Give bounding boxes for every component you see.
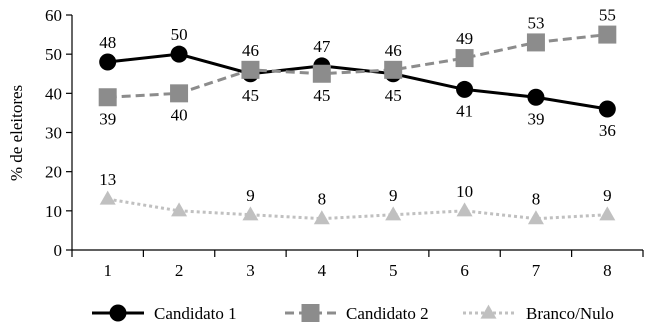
legend-item: Candidato 2 [285, 304, 429, 323]
x-tick-label: 8 [603, 261, 612, 280]
data-point [99, 190, 116, 205]
x-tick-label: 3 [246, 261, 255, 280]
data-point [385, 206, 402, 221]
data-label: 13 [99, 170, 116, 189]
data-point [598, 100, 616, 118]
data-label: 10 [456, 182, 473, 201]
data-label: 45 [242, 86, 259, 105]
y-tick-label: 0 [54, 241, 63, 260]
data-point [526, 33, 545, 52]
legend-label: Branco/Nulo [526, 304, 614, 323]
data-point [599, 206, 616, 221]
data-point [99, 53, 117, 71]
y-tick-label: 50 [45, 45, 62, 64]
data-label: 41 [456, 101, 473, 120]
data-label: 45 [385, 86, 402, 105]
data-label: 50 [171, 25, 188, 44]
y-tick-label: 60 [45, 6, 62, 25]
x-tick-label: 7 [532, 261, 541, 280]
series-line [107, 52, 608, 111]
data-label: 39 [99, 109, 116, 128]
legend-label: Candidato 2 [346, 304, 429, 323]
data-point [527, 210, 544, 225]
legend-marker [109, 304, 127, 322]
data-point [456, 202, 473, 217]
data-label: 9 [389, 186, 398, 205]
x-tick-label: 5 [389, 261, 398, 280]
series-line [107, 197, 608, 221]
data-label: 46 [385, 41, 402, 60]
data-label: 46 [242, 41, 259, 60]
x-tick-label: 2 [175, 261, 184, 280]
data-point [598, 25, 617, 44]
data-point [313, 210, 330, 225]
data-label: 55 [599, 6, 616, 25]
x-tick-label: 6 [460, 261, 469, 280]
data-label: 53 [527, 13, 544, 32]
data-point [170, 84, 189, 103]
data-label: 40 [171, 105, 188, 124]
legend-item: Candidato 1 [92, 304, 237, 323]
legend-item: Branco/Nulo [463, 304, 614, 323]
legend-label: Candidato 1 [154, 304, 237, 323]
data-point [242, 206, 259, 221]
data-point [98, 88, 117, 107]
data-point [170, 45, 188, 63]
data-label: 9 [246, 186, 255, 205]
series-line [107, 33, 608, 99]
legend: Candidato 1 Candidato 2 Branco/Nulo [92, 304, 614, 323]
data-point [456, 80, 474, 98]
data-point [384, 60, 403, 79]
y-tick-label: 30 [45, 124, 62, 143]
x-tick-label: 4 [318, 261, 327, 280]
data-point [312, 64, 331, 83]
data-point [527, 88, 545, 106]
data-point [241, 60, 260, 79]
data-label: 9 [603, 186, 612, 205]
y-tick-label: 20 [45, 163, 62, 182]
series-branco-nulo: 13 9 8 9 10 8 9 [99, 170, 616, 225]
data-label: 45 [313, 86, 330, 105]
data-point [455, 49, 474, 68]
data-label: 8 [532, 190, 541, 209]
legend-marker [301, 304, 320, 322]
series-layer: 48 50 45 47 45 41 39 36 39 40 46 45 46 49 53 55 13 9 8 9 10 8… [98, 6, 617, 225]
x-tick-label: 1 [103, 261, 112, 280]
series-candidato-2: 39 40 46 45 46 49 53 55 [98, 6, 617, 128]
y-axis-label: % de eleitores [7, 85, 26, 181]
data-label: 36 [599, 121, 616, 140]
data-point [171, 202, 188, 217]
data-label: 49 [456, 29, 473, 48]
data-label: 47 [313, 37, 331, 56]
data-label: 48 [99, 33, 116, 52]
data-label: 39 [527, 109, 544, 128]
legend-marker [480, 304, 497, 319]
y-tick-label: 40 [45, 84, 62, 103]
y-tick-label: 10 [45, 202, 62, 221]
data-label: 8 [318, 190, 327, 209]
